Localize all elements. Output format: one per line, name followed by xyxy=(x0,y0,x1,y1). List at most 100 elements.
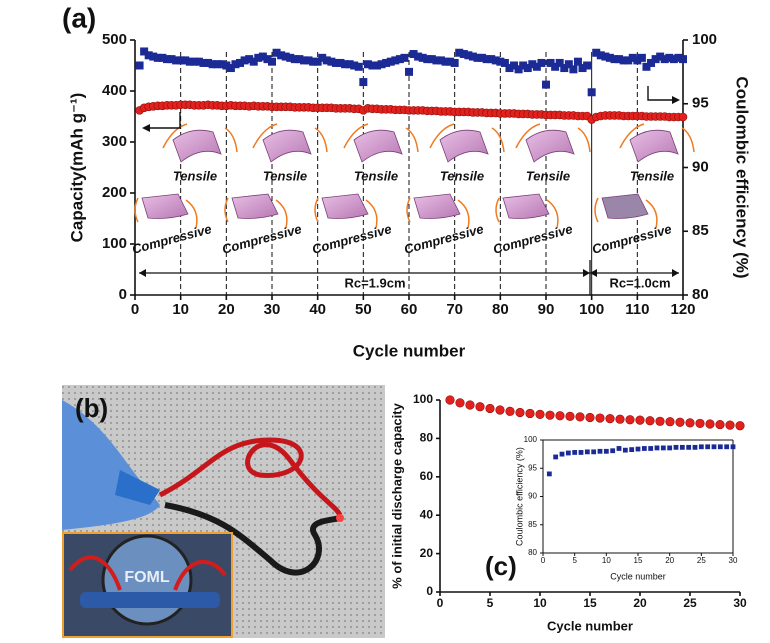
bend-arrow xyxy=(343,123,419,153)
marker xyxy=(309,57,318,66)
marker xyxy=(645,416,655,426)
marker xyxy=(213,60,222,69)
marker xyxy=(236,58,245,67)
sheet-compressive xyxy=(141,193,189,219)
marker xyxy=(149,52,158,61)
marker xyxy=(167,55,176,64)
marker xyxy=(473,53,482,62)
marker xyxy=(584,449,590,455)
marker xyxy=(651,55,660,64)
marker xyxy=(217,60,226,69)
marker xyxy=(648,446,654,451)
x-tick-label: 15 xyxy=(634,556,643,565)
x-tick-label: 10 xyxy=(533,596,547,610)
range-label: Rc=1.0cm xyxy=(609,275,670,290)
bend-arrow xyxy=(515,123,591,153)
bend-arrow xyxy=(429,123,505,153)
marker xyxy=(226,64,235,73)
marker xyxy=(354,62,363,71)
marker xyxy=(505,64,514,73)
compressive-label: Compressive xyxy=(590,221,673,257)
marker xyxy=(304,56,313,65)
x-axis-label: Cycle number xyxy=(610,571,666,581)
tensile-label: Tensile xyxy=(630,168,674,183)
inset-wire xyxy=(68,555,227,591)
x-tick-label: 10 xyxy=(602,556,611,565)
marker xyxy=(341,60,350,69)
arrow-head xyxy=(672,269,679,277)
arrow-head xyxy=(142,124,150,132)
arrow-head xyxy=(139,269,146,277)
arrow-head xyxy=(590,269,597,277)
marker xyxy=(603,448,609,454)
bend-arrow xyxy=(594,197,658,229)
marker xyxy=(194,57,203,66)
marker xyxy=(254,53,263,62)
marker xyxy=(615,414,625,424)
led xyxy=(336,514,344,522)
marker xyxy=(445,395,455,405)
marker xyxy=(675,417,685,427)
marker xyxy=(222,61,231,70)
tensile-label: Tensile xyxy=(173,168,217,183)
range-label: Rc=1.9cm xyxy=(344,275,405,290)
marker xyxy=(495,405,505,415)
bend-arrow xyxy=(224,197,288,229)
y-tick-label: 0 xyxy=(119,286,127,303)
marker xyxy=(565,450,571,456)
sheet-compressive xyxy=(413,193,461,219)
marker xyxy=(515,407,525,418)
marker xyxy=(578,64,587,73)
marker xyxy=(135,61,144,70)
y2-tick-label: 80 xyxy=(692,286,709,303)
marker xyxy=(619,56,628,65)
y-tick-label: 20 xyxy=(420,546,434,560)
marker xyxy=(656,52,665,61)
arrow-head xyxy=(583,269,590,277)
marker xyxy=(263,55,272,64)
marker xyxy=(240,56,249,65)
marker xyxy=(350,61,359,70)
x-axis-label: Cycle number xyxy=(353,341,466,360)
marker xyxy=(176,56,185,65)
marker xyxy=(162,55,171,64)
y-tick-label: 500 xyxy=(102,31,127,48)
marker xyxy=(674,53,683,62)
y-axis-label: Capacity(mAh g⁻¹) xyxy=(67,93,86,243)
x-tick-label: 80 xyxy=(492,301,509,318)
marker xyxy=(373,61,382,70)
y-tick-label: 0 xyxy=(426,584,433,598)
bend-arrow xyxy=(162,123,238,153)
marker xyxy=(637,53,646,62)
marker xyxy=(386,57,395,66)
sheet-compressive xyxy=(231,193,279,219)
marker xyxy=(705,444,711,450)
marker xyxy=(665,417,675,427)
panel-label: (b) xyxy=(75,393,108,423)
inset-battery xyxy=(80,592,220,608)
sheet-tensile xyxy=(629,129,679,163)
panel-label: (c) xyxy=(485,551,517,581)
marker xyxy=(660,55,669,64)
marker xyxy=(625,415,635,425)
sheet-tensile xyxy=(172,129,222,163)
y-tick-label: 60 xyxy=(420,469,434,483)
marker xyxy=(359,78,368,87)
marker xyxy=(455,48,464,57)
bend-arrow xyxy=(619,123,695,153)
x-tick-label: 5 xyxy=(487,596,494,610)
marker xyxy=(414,52,423,61)
marker xyxy=(327,57,336,66)
x-tick-label: 25 xyxy=(683,596,697,610)
x-tick-label: 20 xyxy=(665,556,674,565)
marker xyxy=(692,444,698,450)
black-wire xyxy=(164,502,342,576)
marker xyxy=(592,48,601,57)
marker xyxy=(153,53,162,62)
photo: FOML (b) xyxy=(62,385,385,638)
sheet-tensile xyxy=(525,129,575,163)
tensile-label: Tensile xyxy=(263,168,307,183)
marker xyxy=(715,419,725,430)
marker xyxy=(585,412,595,423)
y-tick-label: 100 xyxy=(524,435,538,444)
